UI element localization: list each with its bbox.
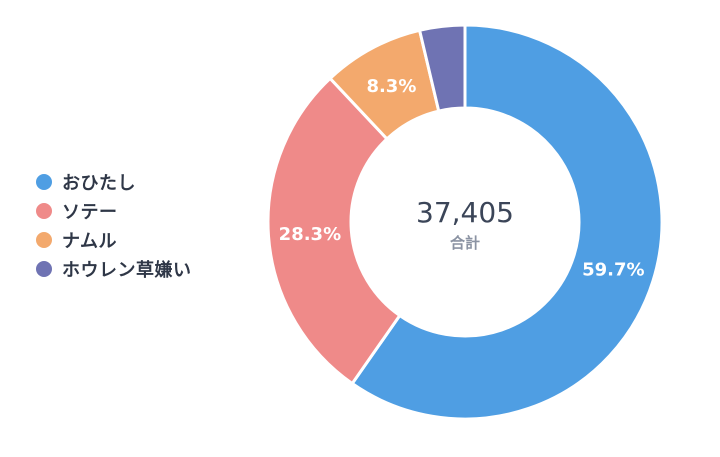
legend-swatch-ohitashi — [36, 173, 52, 190]
legend-label-ohitashi: おひたし — [62, 172, 136, 194]
legend-label-dislike: ホウレン草嫌い — [62, 259, 192, 281]
slice-label-ohitashi: 59.7% — [582, 260, 644, 281]
slices-group — [266, 23, 664, 421]
legend-swatch-namul — [36, 231, 52, 248]
legend-item-ohitashi[interactable]: おひたし — [36, 170, 192, 194]
slice-label-namul: 8.3% — [366, 76, 416, 97]
center-total-value: 37,405 — [416, 196, 514, 229]
legend-swatch-dislike — [36, 260, 52, 277]
legend-item-namul[interactable]: ナムル — [36, 228, 192, 252]
slice-labels-group: 59.7% 28.3% 8.3% — [279, 76, 645, 281]
legend-item-saute[interactable]: ソテー — [36, 199, 192, 223]
legend-label-namul: ナムル — [62, 230, 117, 252]
legend-label-saute: ソテー — [62, 201, 118, 223]
donut-slice-saute[interactable] — [266, 76, 402, 386]
slice-label-saute: 28.3% — [279, 224, 341, 245]
legend-swatch-saute — [36, 202, 52, 219]
donut-slice-dislike[interactable] — [417, 23, 467, 113]
chart-legend: おひたし ソテー ナムル ホウレン草嫌い — [36, 170, 192, 281]
center-total-label: 合計 — [449, 234, 480, 252]
donut-slice-ohitashi[interactable] — [350, 23, 664, 421]
legend-item-dislike[interactable]: ホウレン草嫌い — [36, 257, 192, 281]
